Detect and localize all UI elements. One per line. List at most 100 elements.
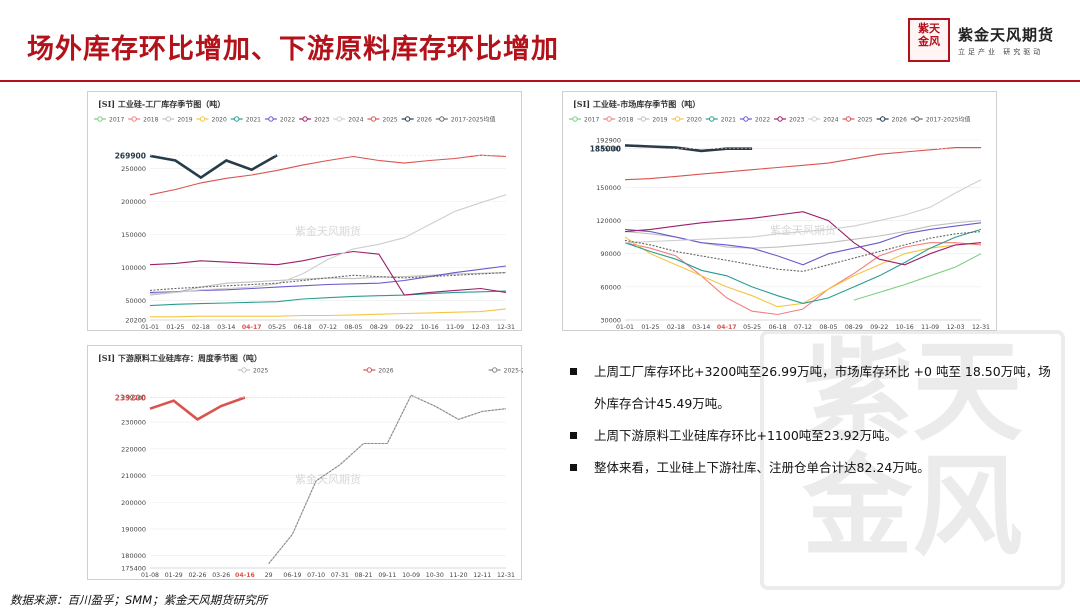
x-tick-label: 06-19 (283, 572, 301, 579)
legend-label: 2017 (109, 117, 124, 124)
x-tick-label: 02-26 (188, 572, 206, 579)
downstream-inventory-chart: 2025 2026 2025-2025均值 175400 180000 190000 200… (115, 367, 523, 580)
legend-label: 2026 (417, 117, 432, 124)
legend-label: 2020 (687, 117, 702, 124)
x-tick-label: 01-29 (165, 572, 183, 579)
background-seal-watermark: 紫天 金风 (760, 330, 1065, 590)
legend-marker (370, 116, 377, 122)
legend-marker (302, 116, 308, 122)
legend-marker (404, 116, 411, 122)
x-tick-label: 05-25 (743, 324, 761, 331)
series-line-2026 (149, 154, 278, 180)
y-tick-label: 239200 (121, 394, 146, 402)
x-tick-label: 07-12 (794, 324, 812, 331)
legend-label: 2023 (789, 117, 804, 124)
legend-marker (914, 116, 920, 122)
y-tick-label: 50000 (125, 297, 146, 305)
legend-marker (879, 116, 886, 122)
x-tick-label: 10-16 (421, 324, 439, 331)
x-tick-label: 12-31 (972, 324, 990, 331)
x-tick-label: 02-18 (667, 324, 685, 331)
legend-label: 2021 (721, 117, 736, 124)
legend-label: 2021 (246, 117, 261, 124)
y-tick-label: 200000 (121, 499, 146, 507)
series-line-2019 (149, 272, 507, 296)
chart-title: [SI] 工业硅-市场库存季节图（吨） (573, 99, 701, 109)
legend-label: 2026 (892, 117, 907, 124)
legend-marker (336, 116, 342, 122)
y-tick-label: 90000 (600, 250, 621, 258)
x-tick-label: 07-12 (319, 324, 337, 331)
x-tick-label: 12-03 (472, 324, 490, 331)
x-tick-label: 08-05 (819, 324, 837, 331)
x-tick-label: 07-31 (331, 572, 349, 579)
chart-title: [SI] 工业硅-工厂库存季节图（吨） (98, 99, 226, 109)
series-line-2023 (149, 250, 507, 296)
y-tick-label: 200000 (121, 198, 146, 206)
x-tick-label: 05-25 (268, 324, 286, 331)
logo-seal: 紫天 金风 (908, 18, 950, 62)
x-tick-label: 08-29 (370, 324, 388, 331)
market-inventory-chart: 2017 2018 2019 2020 2021 2022 2023 2024 2025 2026… (569, 116, 990, 331)
x-tick-label: 11-09 (921, 324, 939, 331)
y-tick-label: 100000 (121, 264, 146, 272)
series-line-2022 (149, 265, 507, 293)
x-tick-label: 04-17 (242, 324, 262, 331)
bullet-item: 上周工厂库存环比+3200吨至26.99万吨，市场库存环比 +0 吨至 18.5… (568, 356, 1058, 420)
x-tick-label: 06-18 (769, 324, 787, 331)
legend-marker (199, 116, 206, 122)
x-tick-label: 11-09 (446, 324, 464, 331)
x-tick-label: 08-05 (344, 324, 362, 331)
y-tick-label: 190000 (121, 525, 146, 533)
bullet-square-icon (570, 432, 577, 439)
x-tick-label: 11-20 (450, 572, 468, 579)
series-line-2025 (624, 147, 981, 181)
bullet-square-icon (570, 464, 577, 471)
series-line-2025 (149, 154, 507, 196)
x-tick-label: 01-01 (141, 324, 159, 331)
factory-inventory-chart: 2017 2018 2019 2020 2021 2022 2023 2024 2025 2026… (94, 116, 515, 331)
legend-label: 2017 (584, 117, 599, 124)
x-tick-label: 01-25 (166, 324, 184, 331)
x-tick-label: 09-22 (395, 324, 413, 331)
series-line-2025-2025均值 (268, 394, 507, 565)
series-line-2024 (624, 179, 982, 244)
chart-watermark: 紫金天风期货 (295, 224, 361, 238)
highlight-value-label: 239200 (115, 393, 146, 402)
chart-panel-market-inventory: [SI] 工业硅-市场库存季节图（吨） 2017 2018 2019 2020 2021… (562, 91, 997, 331)
data-source-note: 数据来源：百川盈孚；SMM；紫金天风期货研究所 (10, 593, 268, 607)
x-tick-label: 06-18 (294, 324, 312, 331)
series-line-2023 (624, 211, 982, 266)
legend-marker (439, 116, 445, 122)
chart-watermark: 紫金天风期货 (295, 472, 361, 486)
x-tick-label: 10-16 (896, 324, 914, 331)
y-tick-label: 30000 (600, 317, 621, 325)
x-tick-label: 09-22 (870, 324, 888, 331)
x-tick-label: 10-30 (426, 572, 444, 579)
logo-slogan: 立足产业 研究驱动 (958, 48, 1044, 56)
legend-marker (572, 116, 578, 122)
y-tick-label: 180000 (121, 552, 146, 560)
legend-label: 2026 (378, 368, 393, 375)
bullet-item: 上周下游原料工业硅库存环比+1100吨至23.92万吨。 (568, 420, 1058, 452)
legend-label: 2025-2025均值 (504, 367, 523, 375)
legend-marker (268, 116, 274, 122)
legend-label: 2025 (857, 117, 872, 124)
header-divider (0, 80, 1080, 82)
x-tick-label: 02-18 (192, 324, 210, 331)
legend-marker (234, 116, 240, 122)
chart-panel-downstream-inventory: [SI] 下游原料工业硅库存：周度季节图（吨） 2025 2026 2025-202… (87, 345, 523, 580)
y-tick-label: 250000 (121, 165, 146, 173)
highlight-value-label: 269900 (115, 151, 146, 160)
x-tick-label: 01-25 (641, 324, 659, 331)
legend-marker (241, 367, 247, 373)
summary-bullets: 上周工厂库存环比+3200吨至26.99万吨，市场库存环比 +0 吨至 18.5… (568, 356, 1058, 484)
x-tick-label: 12-03 (947, 324, 965, 331)
legend-label: 2022 (280, 117, 295, 124)
x-tick-label: 12-31 (497, 572, 515, 579)
y-tick-label: 150000 (121, 231, 146, 239)
series-line-2017 (853, 253, 982, 301)
legend-label: 2018 (143, 117, 158, 124)
legend-label: 2024 (348, 117, 363, 124)
x-tick-label: 01-08 (141, 572, 159, 579)
